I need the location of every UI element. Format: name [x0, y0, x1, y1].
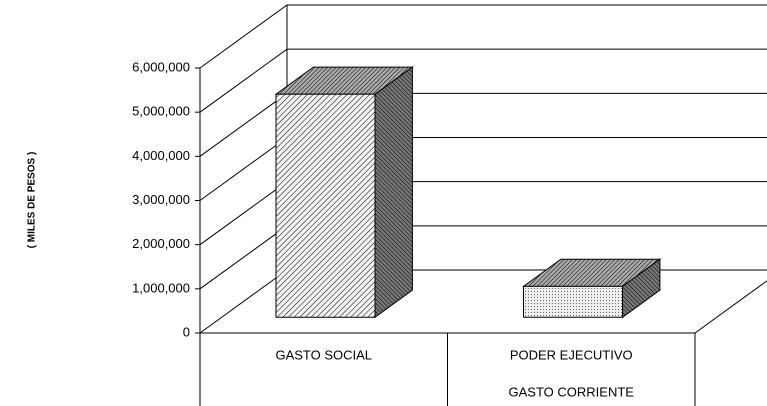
y-tick-label: 6,000,000: [132, 59, 190, 74]
grid-line: [199, 225, 288, 290]
y-tick-label: 4,000,000: [132, 148, 190, 163]
bar: [275, 93, 376, 318]
grid-line: [199, 48, 288, 113]
x-tick-label: GASTO SOCIAL: [275, 347, 372, 362]
y-tick-label: 1,000,000: [132, 280, 190, 295]
y-tick-label: 0: [183, 324, 190, 339]
grid-line: [199, 269, 288, 334]
y-tick-label: 2,000,000: [132, 236, 190, 251]
floor-edge: [694, 280, 767, 334]
bar: [523, 285, 623, 318]
bar-side: [374, 66, 413, 319]
y-tick-label: 3,000,000: [132, 192, 190, 207]
grid-line: [199, 92, 288, 157]
x-tick-label: PODER EJECUTIVO: [510, 347, 633, 362]
x-group-label: GASTO CORRIENTE: [509, 384, 635, 399]
y-axis-title: ( MILES DE PESOS ): [27, 152, 38, 249]
grid-line: [199, 4, 288, 69]
grid-line: [199, 181, 288, 246]
y-tick-label: 5,000,000: [132, 104, 190, 119]
grid-line: [199, 137, 288, 201]
